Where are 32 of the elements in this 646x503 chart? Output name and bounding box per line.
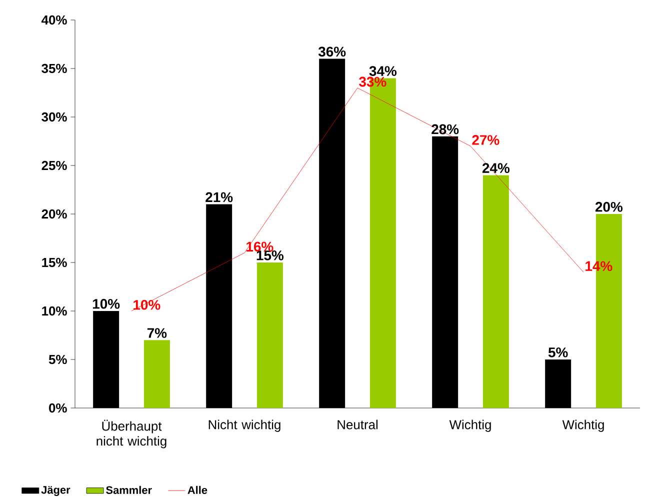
- x-tick-label: Neutral: [338, 420, 378, 430]
- line-series: [131, 88, 584, 312]
- data-label: 24%: [482, 163, 510, 173]
- x-tick-label: Wichtig: [562, 420, 604, 432]
- legend-label: Sammler: [106, 486, 152, 494]
- y-tick-label: 0%: [49, 403, 67, 413]
- x-tick-label: Wichtig: [449, 420, 491, 432]
- data-label: 16%: [246, 242, 274, 252]
- data-label: 34%: [369, 66, 397, 76]
- data-label: 15%: [256, 250, 284, 260]
- y-tick-label: 30%: [42, 112, 67, 122]
- bar: [256, 262, 283, 408]
- y-tick-label: 15%: [42, 258, 67, 268]
- y-tick-label: 40%: [42, 15, 67, 25]
- legend-label: Jäger: [41, 486, 70, 496]
- legend-label: Alle: [188, 486, 208, 494]
- bar: [482, 175, 509, 408]
- data-label: 5%: [548, 347, 568, 358]
- data-label: 7%: [147, 328, 167, 338]
- y-tick-label: 10%: [42, 306, 67, 316]
- y-tick-label: 25%: [42, 160, 67, 170]
- y-tick-label: 35%: [42, 64, 67, 74]
- data-label: 27%: [472, 135, 500, 145]
- data-label: 21%: [206, 192, 233, 202]
- x-tick-label: Nicht wichtig: [208, 420, 280, 432]
- x-tick-label: Überhaupt nicht wichtig: [96, 420, 166, 448]
- bar: [144, 340, 170, 408]
- data-label: 20%: [595, 202, 623, 212]
- y-tick-label: 20%: [42, 209, 67, 219]
- y-tick-label: 5%: [48, 354, 67, 364]
- data-label: 10%: [92, 298, 120, 309]
- data-label: 36%: [318, 46, 346, 57]
